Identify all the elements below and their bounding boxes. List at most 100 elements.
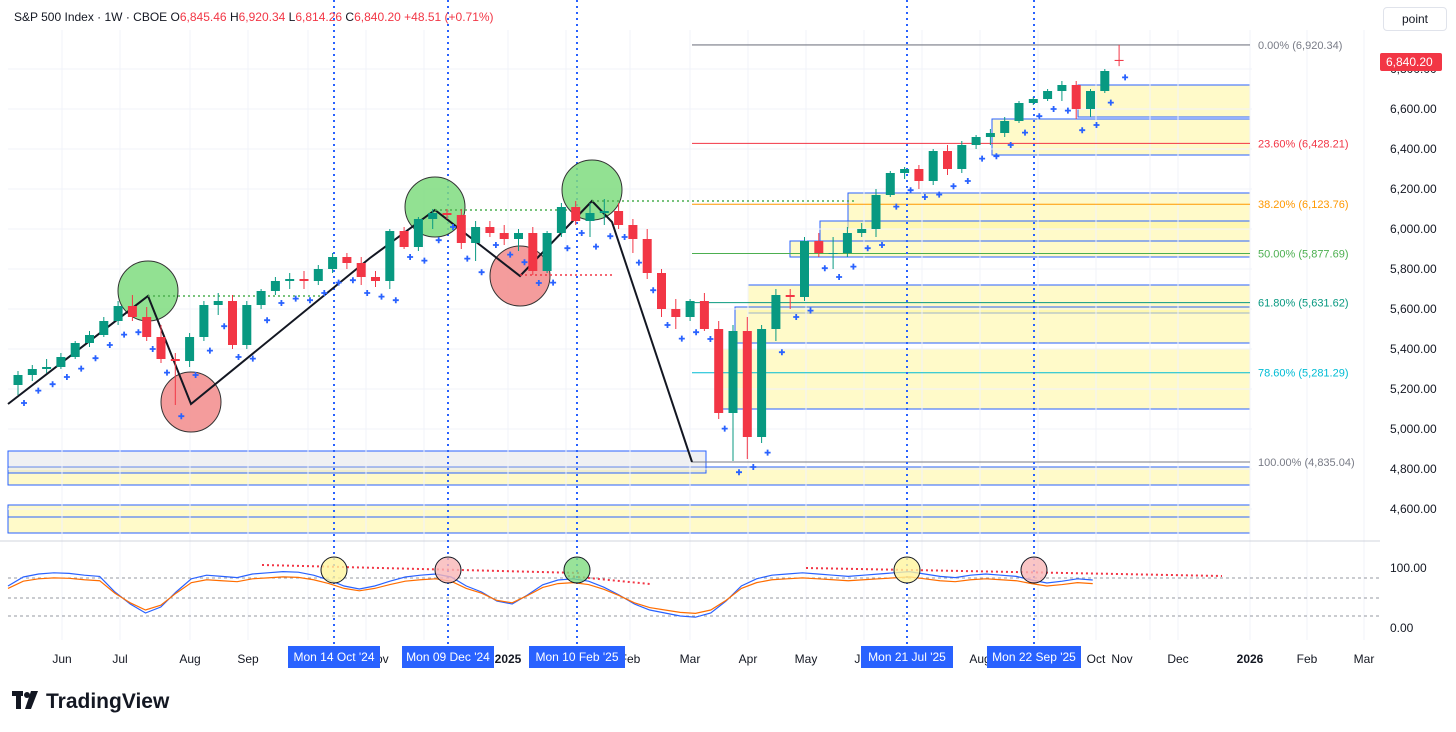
sma-cross [1050, 106, 1057, 112]
osc-signal-circle [563, 556, 591, 584]
sma-cross [507, 251, 514, 258]
sma-cross [678, 335, 685, 342]
candle-body [313, 269, 323, 281]
sma-cross [535, 280, 542, 286]
support-zone [789, 240, 1251, 258]
osc-signal-circle [893, 556, 921, 584]
candle-body [800, 241, 809, 297]
support-zone [734, 306, 1251, 344]
candle-body [113, 306, 123, 321]
time-tick-label: Mar [680, 652, 701, 666]
date-marker-label: Mon 14 Oct '24 [294, 650, 375, 664]
candle-body [657, 273, 666, 309]
price-tick-label: 5,200.00 [1390, 382, 1437, 396]
candle-body [1014, 103, 1024, 121]
sma-cross [206, 347, 213, 354]
time-tick-label: Oct [1087, 652, 1106, 666]
candle-body [871, 195, 881, 229]
sma-cross [178, 413, 185, 420]
sma-cross [349, 277, 356, 284]
date-marker-label-box [288, 646, 380, 668]
sma-cross [149, 346, 156, 352]
candle-body [1114, 59, 1124, 61]
support-zone [7, 516, 1251, 534]
candle-body [985, 133, 995, 137]
candle-body [99, 321, 109, 335]
tradingview-logo: TradingView [12, 690, 169, 714]
brand-name: TradingView [46, 690, 170, 713]
candle-body [1043, 91, 1053, 99]
time-tick-label: Jun [52, 652, 71, 666]
candle-body [914, 169, 924, 181]
fib-label: 50.00% (5,877.69) [1258, 248, 1349, 260]
fib-label: 23.60% (6,428.21) [1258, 138, 1349, 150]
price-unit-button[interactable]: point [1383, 7, 1447, 31]
sma-cross [879, 242, 885, 248]
support-zone [991, 118, 1251, 156]
osc-signal-circle [1020, 556, 1048, 584]
price-tick-label: 6,200.00 [1390, 182, 1437, 196]
date-marker-label-box [987, 646, 1081, 668]
sma-cross [1007, 142, 1014, 148]
candle-body [299, 279, 309, 281]
candle-body [943, 151, 952, 169]
candle-body [85, 335, 94, 343]
candle-body [771, 295, 781, 329]
candle-body [757, 329, 767, 437]
sma-cross [664, 322, 671, 328]
sma-cross [550, 279, 557, 286]
price-tick-label: 5,400.00 [1390, 342, 1437, 356]
sma-cross [650, 287, 657, 294]
candle-body [885, 173, 895, 195]
sma-cross [192, 372, 199, 378]
sma-cross [721, 425, 728, 432]
candle-body [142, 317, 152, 337]
sma-cross [864, 245, 871, 252]
time-tick-label: Sep [237, 652, 259, 666]
candle-body [170, 359, 180, 361]
candle-body [371, 277, 380, 281]
price-tick-label: 6,400.00 [1390, 142, 1437, 156]
sma-cross [850, 263, 857, 270]
fib-label: 61.80% (5,631.62) [1258, 298, 1349, 310]
candle-body [571, 207, 581, 221]
support-zones [7, 84, 1251, 534]
time-tick-label: Aug [969, 652, 990, 666]
price-tick-label: 6,600.00 [1390, 102, 1437, 116]
time-axis: JunJulAugSepOctNovDec2025JanFebMarAprMay… [52, 646, 1374, 668]
sma-cross [1079, 127, 1086, 134]
osc-signal-circle [320, 556, 348, 584]
candle-body [699, 301, 709, 329]
sma-cross [578, 230, 585, 236]
candle-body [714, 329, 724, 413]
sma-cross [635, 259, 642, 266]
time-tick-label: Feb [1297, 652, 1318, 666]
support-zone-grey [7, 450, 707, 474]
sma-cross [793, 314, 800, 320]
candle-body [1028, 99, 1038, 103]
candle-body [642, 239, 652, 273]
sma-cross [950, 183, 957, 190]
sma-cross [1122, 74, 1129, 81]
sma-cross [164, 369, 170, 376]
time-tick-label: Mar [1354, 652, 1375, 666]
sma-cross [221, 323, 228, 330]
stochastic-oscillator [7, 556, 1380, 618]
fib-label: 0.00% (6,920.34) [1258, 40, 1342, 52]
candle-body [728, 331, 738, 413]
candle-body [556, 207, 566, 233]
candle-body [499, 233, 509, 239]
candle-body [442, 213, 452, 215]
sma-cross [292, 295, 299, 302]
time-tick-label: Aug [179, 652, 200, 666]
candle-body [42, 367, 52, 369]
sma-cross [364, 290, 371, 296]
sma-cross [92, 355, 99, 362]
sma-cross [464, 255, 471, 262]
sma-cross [921, 194, 928, 200]
sma-cross [1036, 113, 1043, 120]
sma-cross [492, 242, 499, 248]
low-value: 6,814.26 [295, 10, 343, 24]
sma-cross [764, 449, 771, 456]
